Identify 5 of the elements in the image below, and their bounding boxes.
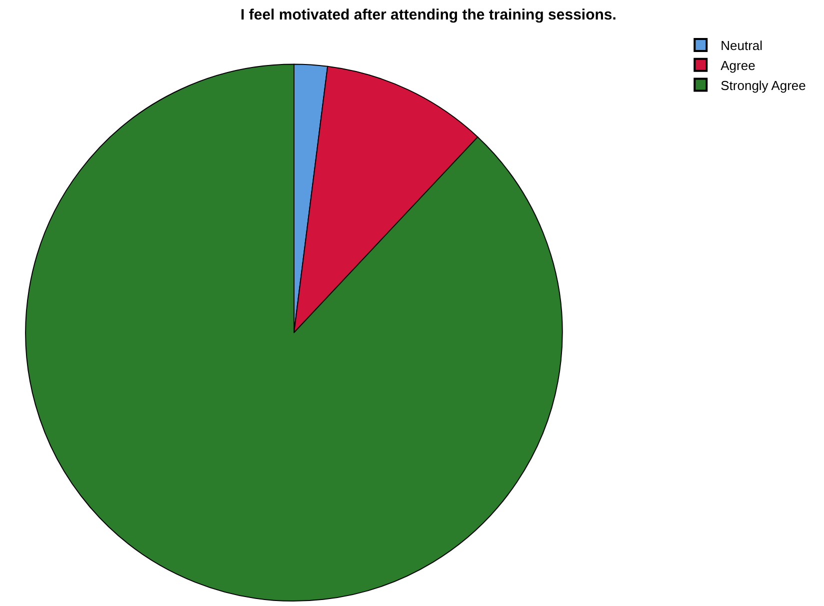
legend-label: Agree	[720, 58, 756, 73]
pie-slice	[25, 64, 563, 602]
legend-label: Neutral	[720, 38, 763, 54]
legend-label: Strongly Agree	[720, 78, 806, 93]
chart-title: I feel motivated after attending the training sessions.	[240, 6, 616, 24]
